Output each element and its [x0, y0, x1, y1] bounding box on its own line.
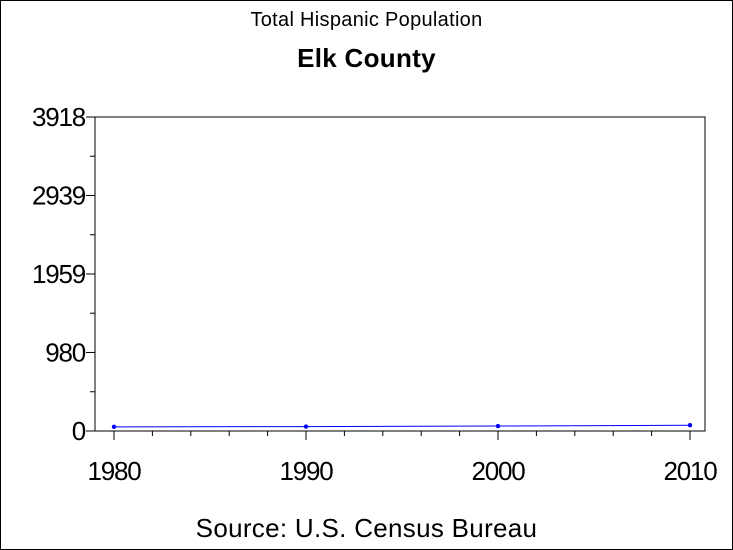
x-tick-label: 2000 [471, 456, 525, 486]
y-tick-label: 3918 [32, 102, 86, 132]
y-tick-label: 1959 [32, 259, 86, 289]
y-tick-label: 980 [45, 337, 86, 367]
chart-subtitle: Elk County [297, 43, 436, 73]
y-tick-label: 0 [72, 416, 86, 446]
data-point [687, 423, 693, 428]
series-line [113, 424, 691, 428]
source-note: Source: U.S. Census Bureau [195, 513, 538, 543]
data-point [303, 424, 309, 429]
data-point [111, 424, 117, 430]
data-point [495, 423, 501, 429]
y-tick-label: 2939 [32, 180, 86, 210]
chart-title: Total Hispanic Population [250, 9, 483, 31]
plot-area [94, 116, 706, 432]
x-tick-label: 2010 [663, 456, 717, 486]
x-tick-label: 1990 [279, 456, 333, 486]
x-tick-label: 1980 [87, 456, 141, 486]
